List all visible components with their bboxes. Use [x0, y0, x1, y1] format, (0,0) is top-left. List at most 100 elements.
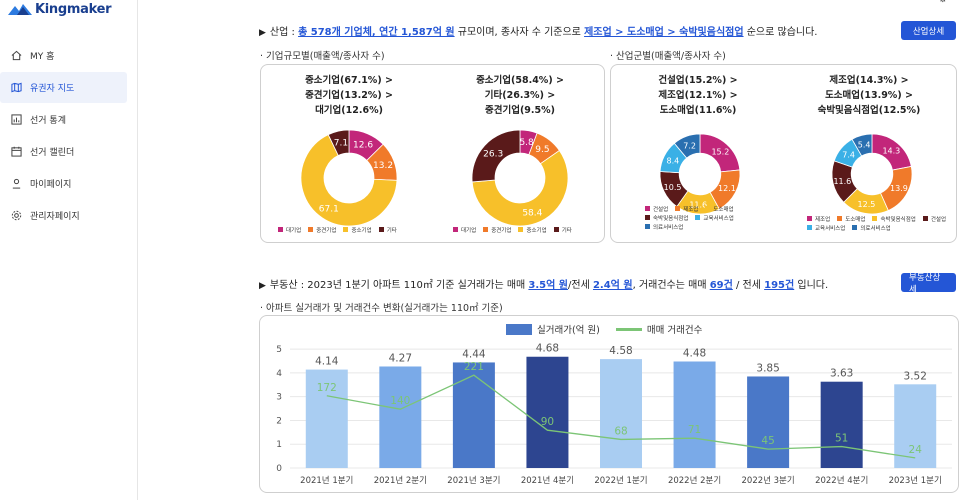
bar-value-label: 4.14 — [315, 356, 339, 368]
donut-slice — [673, 133, 701, 159]
sidebar-item-label: 선거 캘린더 — [30, 148, 75, 158]
sidebar-item-label: 관리자페이지 — [30, 212, 80, 222]
industry-prefix: 산업 : — [269, 27, 299, 38]
gear-icon — [10, 210, 22, 222]
legend-swatch — [378, 227, 384, 232]
sidebar-item-election-calendar[interactable]: 선거 캘린더 — [0, 136, 127, 167]
legend-swatch — [807, 225, 812, 230]
realestate-link-jeonse-price[interactable]: 2.4억 원 — [592, 280, 633, 291]
industry-detail-button[interactable]: 산업상세 — [901, 21, 956, 40]
logo[interactable]: Kingmaker — [8, 1, 112, 17]
line-value-label: 24 — [909, 444, 923, 456]
sidebar-nav: MY 홈 유권자 지도 선거 통계 선거 캘린더 마이페이지 관리자페이지 — [0, 40, 138, 232]
x-tick-label: 2022년 3분기 — [742, 475, 795, 486]
donut-slice-label: 12.5 — [858, 200, 876, 209]
realestate-chart-title: · 아파트 실거래가 및 거래건수 변화(실거래가는 110㎡ 기준) — [260, 303, 503, 314]
donut-heading-line: 건설업(15.2%) > — [658, 75, 738, 86]
legend-item: 건설업 — [922, 214, 947, 223]
sidebar-item-mypage[interactable]: 마이페이지 — [0, 168, 127, 199]
realestate-link-sale-price[interactable]: 3.5억 원 — [528, 280, 569, 291]
legend-item: 제조업 — [675, 204, 698, 213]
bar-value-label: 4.44 — [462, 348, 486, 360]
donut-slice-label: 12.6 — [353, 140, 373, 150]
legend-item: 도소매업 — [705, 204, 734, 213]
price-bar — [673, 361, 716, 468]
realestate-link-jeonse-count[interactable]: 195건 — [764, 280, 795, 291]
legend-item: 중소기업 — [343, 225, 372, 234]
legend-item: 의료서비스업 — [645, 222, 683, 231]
donut-slice — [471, 149, 569, 227]
legend-item: 중견기업 — [483, 225, 511, 234]
y-tick-label: 1 — [276, 440, 282, 450]
count-line — [326, 374, 916, 459]
legend-label: 대기업 — [461, 227, 477, 234]
donut-sector-sales: 건설업(15.2%) > 제조업(12.1%) > 도소매업(11.6%) — [613, 73, 783, 118]
donut-slice — [327, 129, 350, 157]
donut-slice — [471, 129, 521, 183]
donut-slice-label: 11.6 — [833, 177, 851, 186]
legend-label: 숙박및음식점업 — [880, 216, 916, 223]
donut-heading-line: 중소기업(67.1%) > — [305, 75, 393, 86]
legend-label: 건설업 — [930, 216, 947, 223]
donut-slice-label: 10.5 — [664, 183, 682, 192]
top-right-menu[interactable]: ⚙ · · — [938, 0, 960, 5]
legend-swatch — [553, 227, 559, 232]
legend-swatch — [675, 206, 681, 211]
legend-label: 대기업 — [286, 227, 302, 234]
line-value-label: 45 — [761, 435, 774, 447]
donut-legend: 대기업 중견기업 중소기업 기타 — [453, 225, 603, 234]
realestate-link-sale-count[interactable]: 69건 — [709, 280, 733, 291]
legend-swatch — [807, 216, 812, 221]
user-icon — [10, 178, 22, 190]
donut-slice-label: 5.8 — [519, 138, 534, 148]
home-icon — [10, 50, 22, 62]
legend-item: 숙박및음식점업 — [872, 214, 916, 223]
chart-legend: 실거래가(억 원) 매매 거래건수 — [506, 322, 702, 336]
donut-heading-line: 제조업(14.3%) > — [829, 75, 909, 86]
donut-heading: 중소기업(67.1%) > 중견기업(13.2%) > 대기업(12.6%) — [264, 73, 434, 118]
size-section-title: · 기업규모별(매출액/종사자 수) — [260, 51, 385, 62]
realestate-prefix: 부동산 : 2023년 1분기 아파트 110㎡ 기준 실거래가는 매매 — [269, 280, 529, 291]
industry-link-companies[interactable]: 총 578개 기업체, 연간 1,587억 원 — [298, 27, 455, 38]
donut-legend: 건설업 제조업 도소매업 숙박및음식점업 교육서비스업 의료서비스업 — [645, 204, 765, 231]
price-bar — [894, 384, 937, 468]
donut-slice — [300, 134, 398, 227]
donut-legend: 대기업 중견기업 중소기업 기타 — [278, 225, 428, 234]
industry-link-sectors[interactable]: 제조업 > 도소매업 > 숙박및음식점업 — [584, 27, 744, 38]
donut-slice-label: 5.4 — [858, 141, 871, 150]
price-bar — [747, 376, 790, 468]
donut-slice-label: 13.2 — [373, 161, 393, 171]
legend-label: 중견기업 — [316, 227, 337, 234]
donut-heading: 제조업(14.3%) > 도소매업(13.9%) > 숙박및음식점업(12.5%… — [784, 73, 954, 118]
legend-swatch — [645, 206, 650, 211]
sidebar-item-election-stats[interactable]: 선거 통계 — [0, 104, 127, 135]
donut-slice-label: 11.6 — [689, 200, 707, 209]
realestate-detail-button[interactable]: 부동산상세 — [901, 273, 956, 295]
donut-heading: 중소기업(58.4%) > 기타(26.3%) > 중견기업(9.5%) — [435, 73, 605, 118]
legend-label: 중견기업 — [491, 227, 512, 234]
legend-label: 도소매업 — [713, 206, 734, 213]
legend-swatch — [705, 206, 711, 211]
legend-item: 건설업 — [645, 204, 668, 213]
map-icon — [10, 82, 22, 94]
donut-slice-label: 7.1 — [334, 138, 348, 148]
donut-chart: 12.6 13.2 67.1 7.1 — [300, 129, 398, 227]
sidebar-item-my-home[interactable]: MY 홈 — [0, 40, 127, 71]
sidebar-item-admin[interactable]: 관리자페이지 — [0, 200, 127, 231]
legend-item: 교육서비스업 — [807, 223, 845, 232]
realestate-mid: /전세 — [568, 280, 593, 291]
donut-heading-line: 중소기업(58.4%) > — [476, 75, 564, 86]
sidebar-item-voter-map[interactable]: 유권자 지도 — [0, 72, 127, 103]
x-tick-label: 2021년 4분기 — [521, 475, 574, 486]
legend-swatch — [483, 227, 489, 232]
donut-heading: 건설업(15.2%) > 제조업(12.1%) > 도소매업(11.6%) — [613, 73, 783, 118]
legend-label-count: 매매 거래건수 — [646, 325, 703, 336]
donut-heading-line: 숙박및음식점업(12.5%) — [817, 105, 921, 116]
legend-item: 중소기업 — [518, 225, 547, 234]
legend-swatch — [872, 216, 878, 221]
legend-label: 도소매업 — [845, 216, 866, 223]
legend-swatch — [695, 215, 701, 220]
legend-label: 중소기업 — [526, 227, 547, 234]
realestate-mid: , 거래건수는 매매 — [632, 280, 710, 291]
